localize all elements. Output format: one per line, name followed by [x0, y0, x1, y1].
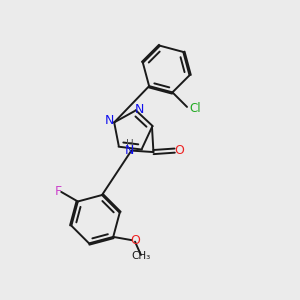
Text: N: N: [105, 114, 114, 128]
Text: F: F: [55, 185, 62, 198]
Text: Cl: Cl: [189, 102, 201, 115]
Text: N: N: [125, 144, 135, 157]
Text: CH₃: CH₃: [131, 251, 151, 261]
Text: O: O: [131, 234, 140, 247]
Text: O: O: [174, 144, 184, 157]
Text: N: N: [135, 103, 144, 116]
Text: H: H: [126, 139, 134, 149]
